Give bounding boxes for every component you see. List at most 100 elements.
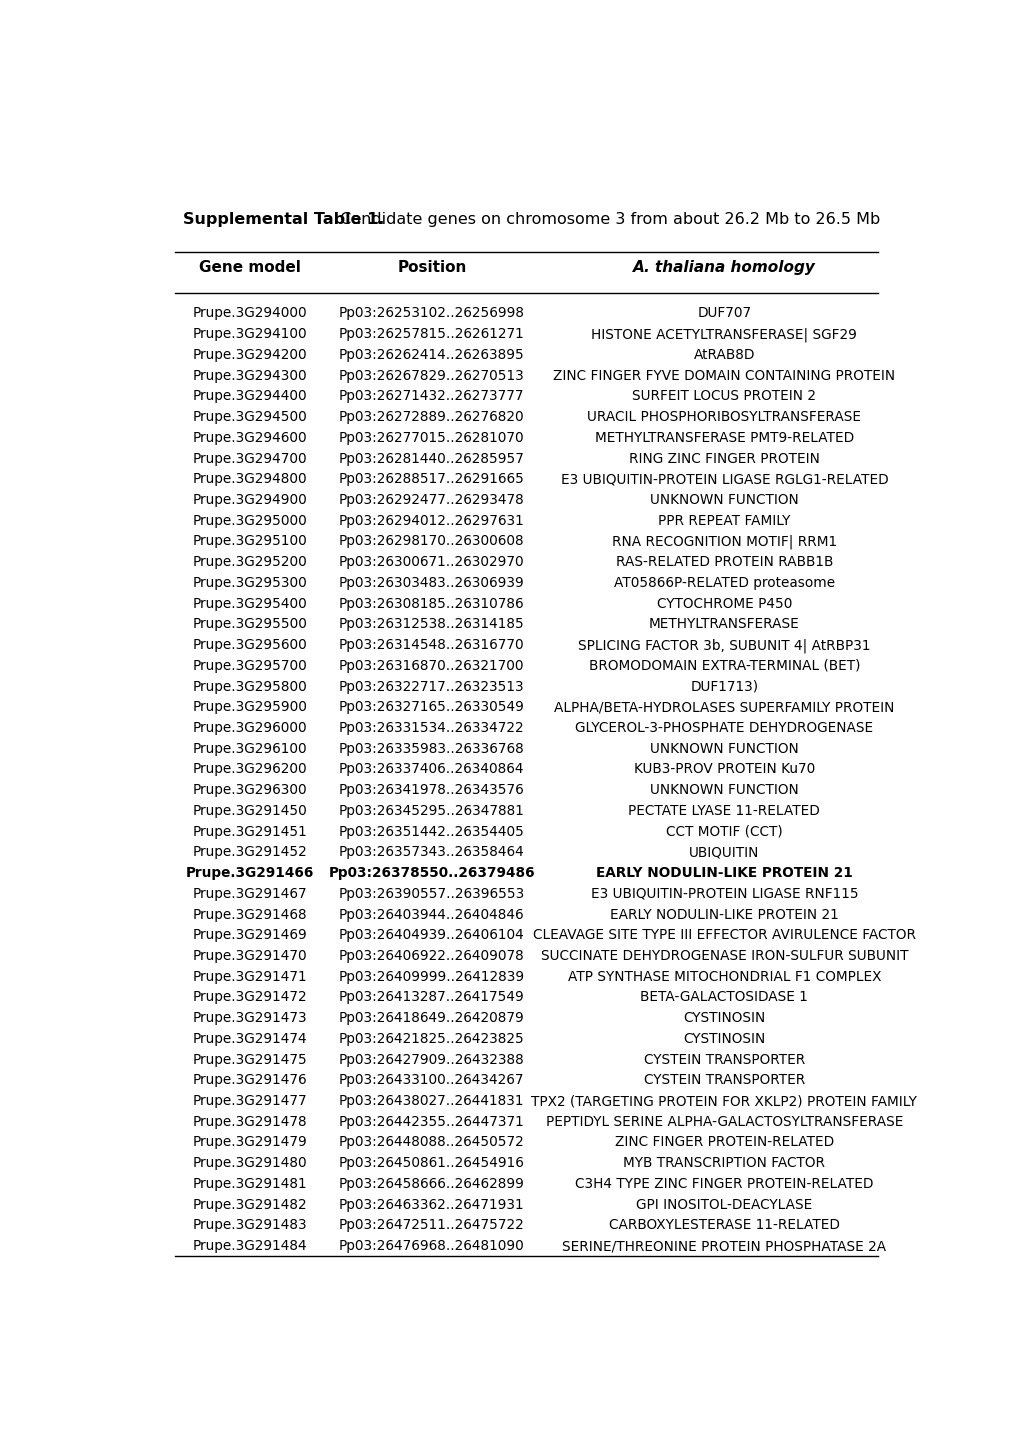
Text: UBIQUITIN: UBIQUITIN: [689, 846, 759, 860]
Text: Prupe.3G291469: Prupe.3G291469: [193, 928, 307, 942]
Text: Prupe.3G291470: Prupe.3G291470: [193, 949, 307, 962]
Text: Pp03:26472511..26475722: Pp03:26472511..26475722: [338, 1218, 524, 1232]
Text: RING ZINC FINGER PROTEIN: RING ZINC FINGER PROTEIN: [629, 452, 819, 466]
Text: Gene model: Gene model: [199, 260, 301, 274]
Text: METHYLTRANSFERASE PMT9-RELATED: METHYLTRANSFERASE PMT9-RELATED: [594, 431, 853, 444]
Text: Pp03:26378550..26379486: Pp03:26378550..26379486: [328, 866, 535, 880]
Text: Prupe.3G295800: Prupe.3G295800: [193, 680, 307, 694]
Text: METHYLTRANSFERASE: METHYLTRANSFERASE: [648, 618, 799, 632]
Text: UNKNOWN FUNCTION: UNKNOWN FUNCTION: [649, 742, 798, 756]
Text: KUB3-PROV PROTEIN Ku70: KUB3-PROV PROTEIN Ku70: [633, 762, 814, 776]
Text: SERINE/THREONINE PROTEIN PHOSPHATASE 2A: SERINE/THREONINE PROTEIN PHOSPHATASE 2A: [561, 1240, 886, 1253]
Text: Pp03:26448088..26450572: Pp03:26448088..26450572: [338, 1136, 524, 1150]
Text: Prupe.3G296100: Prupe.3G296100: [193, 742, 307, 756]
Text: Prupe.3G291467: Prupe.3G291467: [193, 887, 307, 900]
Text: Prupe.3G291450: Prupe.3G291450: [193, 804, 307, 818]
Text: CYTOCHROME P450: CYTOCHROME P450: [656, 596, 791, 610]
Text: Position: Position: [396, 260, 466, 274]
Text: Pp03:26257815..26261271: Pp03:26257815..26261271: [338, 328, 524, 341]
Text: Pp03:26341978..26343576: Pp03:26341978..26343576: [338, 784, 524, 797]
Text: Pp03:26450861..26454916: Pp03:26450861..26454916: [338, 1156, 524, 1170]
Text: DUF707: DUF707: [697, 306, 751, 320]
Text: Prupe.3G296000: Prupe.3G296000: [193, 722, 307, 734]
Text: Pp03:26281440..26285957: Pp03:26281440..26285957: [338, 452, 524, 466]
Text: Prupe.3G295200: Prupe.3G295200: [193, 556, 307, 569]
Text: ZINC FINGER FYVE DOMAIN CONTAINING PROTEIN: ZINC FINGER FYVE DOMAIN CONTAINING PROTE…: [552, 368, 895, 382]
Text: Prupe.3G294700: Prupe.3G294700: [193, 452, 307, 466]
Text: Prupe.3G291477: Prupe.3G291477: [193, 1094, 307, 1108]
Text: Pp03:26327165..26330549: Pp03:26327165..26330549: [338, 700, 524, 714]
Text: Pp03:26390557..26396553: Pp03:26390557..26396553: [338, 887, 525, 900]
Text: Prupe.3G294100: Prupe.3G294100: [193, 328, 307, 341]
Text: CCT MOTIF (CCT): CCT MOTIF (CCT): [665, 824, 782, 838]
Text: URACIL PHOSPHORIBOSYLTRANSFERASE: URACIL PHOSPHORIBOSYLTRANSFERASE: [587, 410, 860, 424]
Text: Prupe.3G291478: Prupe.3G291478: [193, 1115, 307, 1128]
Text: Pp03:26262414..26263895: Pp03:26262414..26263895: [338, 348, 524, 362]
Text: Prupe.3G291481: Prupe.3G291481: [193, 1177, 307, 1190]
Text: TPX2 (TARGETING PROTEIN FOR XKLP2) PROTEIN FAMILY: TPX2 (TARGETING PROTEIN FOR XKLP2) PROTE…: [531, 1094, 916, 1108]
Text: Prupe.3G294800: Prupe.3G294800: [193, 472, 307, 486]
Text: Pp03:26476968..26481090: Pp03:26476968..26481090: [338, 1240, 524, 1253]
Text: EARLY NODULIN-LIKE PROTEIN 21: EARLY NODULIN-LIKE PROTEIN 21: [609, 908, 838, 922]
Text: CYSTEIN TRANSPORTER: CYSTEIN TRANSPORTER: [643, 1052, 804, 1066]
Text: Pp03:26331534..26334722: Pp03:26331534..26334722: [338, 722, 524, 734]
Text: CYSTEIN TRANSPORTER: CYSTEIN TRANSPORTER: [643, 1074, 804, 1088]
Text: Pp03:26433100..26434267: Pp03:26433100..26434267: [338, 1074, 524, 1088]
Text: Pp03:26438027..26441831: Pp03:26438027..26441831: [338, 1094, 524, 1108]
Text: AtRAB8D: AtRAB8D: [693, 348, 754, 362]
Text: Pp03:26463362..26471931: Pp03:26463362..26471931: [338, 1198, 524, 1212]
Text: Pp03:26271432..26273777: Pp03:26271432..26273777: [338, 390, 524, 404]
Text: Prupe.3G296300: Prupe.3G296300: [193, 784, 307, 797]
Text: Prupe.3G291480: Prupe.3G291480: [193, 1156, 307, 1170]
Text: Prupe.3G294200: Prupe.3G294200: [193, 348, 307, 362]
Text: Pp03:26421825..26423825: Pp03:26421825..26423825: [338, 1032, 524, 1046]
Text: Prupe.3G295500: Prupe.3G295500: [193, 618, 307, 632]
Text: CARBOXYLESTERASE 11-RELATED: CARBOXYLESTERASE 11-RELATED: [608, 1218, 839, 1232]
Text: PPR REPEAT FAMILY: PPR REPEAT FAMILY: [657, 514, 790, 528]
Text: CYSTINOSIN: CYSTINOSIN: [683, 1032, 764, 1046]
Text: Pp03:26316870..26321700: Pp03:26316870..26321700: [338, 659, 524, 672]
Text: SPLICING FACTOR 3b, SUBUNIT 4| AtRBP31: SPLICING FACTOR 3b, SUBUNIT 4| AtRBP31: [578, 638, 870, 652]
Text: PEPTIDYL SERINE ALPHA-GALACTOSYLTRANSFERASE: PEPTIDYL SERINE ALPHA-GALACTOSYLTRANSFER…: [545, 1115, 902, 1128]
Text: Pp03:26300671..26302970: Pp03:26300671..26302970: [338, 556, 524, 569]
Text: C3H4 TYPE ZINC FINGER PROTEIN-RELATED: C3H4 TYPE ZINC FINGER PROTEIN-RELATED: [575, 1177, 872, 1190]
Text: Prupe.3G295100: Prupe.3G295100: [193, 534, 307, 548]
Text: ATP SYNTHASE MITOCHONDRIAL F1 COMPLEX: ATP SYNTHASE MITOCHONDRIAL F1 COMPLEX: [567, 970, 880, 984]
Text: Prupe.3G291482: Prupe.3G291482: [193, 1198, 307, 1212]
Text: Pp03:26294012..26297631: Pp03:26294012..26297631: [338, 514, 524, 528]
Text: Pp03:26308185..26310786: Pp03:26308185..26310786: [338, 596, 524, 610]
Text: Pp03:26335983..26336768: Pp03:26335983..26336768: [338, 742, 524, 756]
Text: DUF1713): DUF1713): [690, 680, 758, 694]
Text: Pp03:26458666..26462899: Pp03:26458666..26462899: [338, 1177, 524, 1190]
Text: Prupe.3G295600: Prupe.3G295600: [193, 638, 307, 652]
Text: Prupe.3G295300: Prupe.3G295300: [193, 576, 307, 590]
Text: Pp03:26288517..26291665: Pp03:26288517..26291665: [338, 472, 524, 486]
Text: Pp03:26272889..26276820: Pp03:26272889..26276820: [338, 410, 524, 424]
Text: Pp03:26406922..26409078: Pp03:26406922..26409078: [338, 949, 524, 962]
Text: Pp03:26314548..26316770: Pp03:26314548..26316770: [338, 638, 524, 652]
Text: Prupe.3G291474: Prupe.3G291474: [193, 1032, 307, 1046]
Text: Prupe.3G296200: Prupe.3G296200: [193, 762, 307, 776]
Text: CYSTINOSIN: CYSTINOSIN: [683, 1012, 764, 1025]
Text: HISTONE ACETYLTRANSFERASE| SGF29: HISTONE ACETYLTRANSFERASE| SGF29: [591, 328, 856, 342]
Text: PECTATE LYASE 11-RELATED: PECTATE LYASE 11-RELATED: [628, 804, 819, 818]
Text: Prupe.3G291471: Prupe.3G291471: [193, 970, 307, 984]
Text: Pp03:26277015..26281070: Pp03:26277015..26281070: [338, 431, 524, 444]
Text: A. thaliana homology: A. thaliana homology: [632, 260, 815, 274]
Text: Prupe.3G291476: Prupe.3G291476: [193, 1074, 307, 1088]
Text: Pp03:26267829..26270513: Pp03:26267829..26270513: [338, 368, 524, 382]
Text: Pp03:26442355..26447371: Pp03:26442355..26447371: [338, 1115, 524, 1128]
Text: Pp03:26345295..26347881: Pp03:26345295..26347881: [338, 804, 524, 818]
Text: RAS-RELATED PROTEIN RABB1B: RAS-RELATED PROTEIN RABB1B: [615, 556, 833, 569]
Text: Prupe.3G295000: Prupe.3G295000: [193, 514, 307, 528]
Text: BETA-GALACTOSIDASE 1: BETA-GALACTOSIDASE 1: [640, 990, 807, 1004]
Text: CLEAVAGE SITE TYPE III EFFECTOR AVIRULENCE FACTOR: CLEAVAGE SITE TYPE III EFFECTOR AVIRULEN…: [532, 928, 915, 942]
Text: Prupe.3G291479: Prupe.3G291479: [193, 1136, 307, 1150]
Text: Prupe.3G291475: Prupe.3G291475: [193, 1052, 307, 1066]
Text: Prupe.3G294900: Prupe.3G294900: [193, 494, 307, 506]
Text: Pp03:26312538..26314185: Pp03:26312538..26314185: [338, 618, 524, 632]
Text: Prupe.3G291468: Prupe.3G291468: [193, 908, 307, 922]
Text: Pp03:26404939..26406104: Pp03:26404939..26406104: [338, 928, 524, 942]
Text: AT05866P-RELATED proteasome: AT05866P-RELATED proteasome: [613, 576, 835, 590]
Text: Pp03:26418649..26420879: Pp03:26418649..26420879: [338, 1012, 524, 1025]
